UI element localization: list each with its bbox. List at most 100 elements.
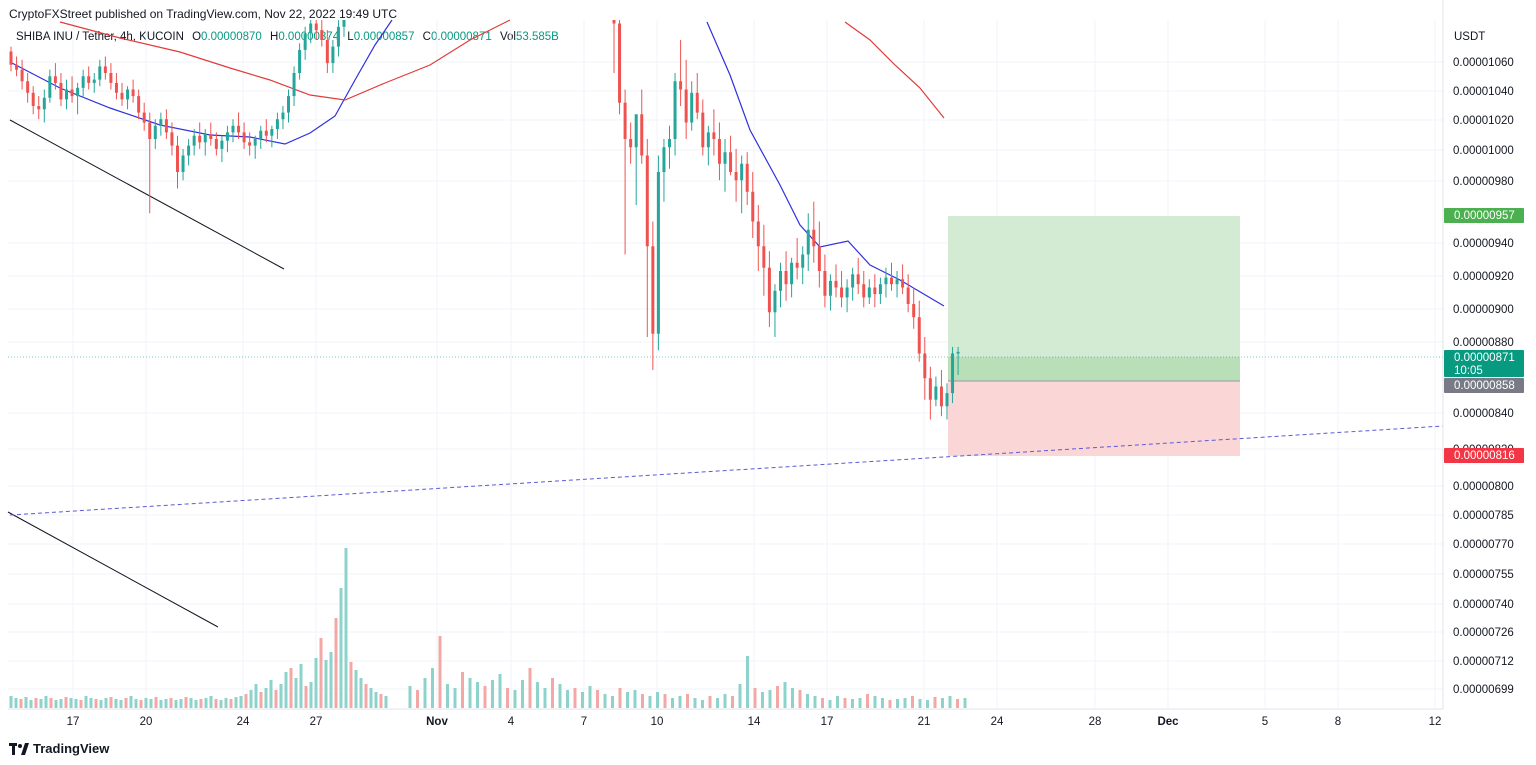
price-tick-label: 0.00000920: [1453, 271, 1514, 283]
trendline-lower: [7, 511, 219, 628]
candle-body: [840, 287, 844, 298]
candle-body: [701, 112, 705, 148]
tradingview-logo[interactable]: TradingView: [9, 741, 109, 756]
volume-bar: [189, 698, 193, 708]
open-value: 0.00000870: [201, 31, 262, 43]
volume-bar: [174, 700, 178, 708]
high-label: H: [270, 31, 279, 43]
time-tick-label: 10: [651, 716, 664, 728]
price-tick-label: 0.00001060: [1453, 57, 1514, 69]
volume-bar: [134, 699, 138, 708]
volume-bar: [224, 698, 228, 708]
candle-body: [951, 353, 955, 394]
candle-body: [618, 23, 622, 103]
volume-bar: [926, 700, 929, 708]
candle-body: [890, 277, 893, 285]
volume-bar: [249, 690, 253, 708]
price-tick-label: 0.00000699: [1453, 684, 1514, 696]
candle-body: [717, 139, 721, 164]
volume-bar: [881, 698, 884, 708]
volume-bar: [483, 686, 487, 708]
candle-body: [817, 246, 821, 271]
time-tick-label: 28: [1089, 716, 1102, 728]
candle-body: [801, 254, 805, 268]
time-axis[interactable]: 17 20 24 27 Nov 4 7 10 14 17 21 24 28 Dec 5 8 12: [8, 708, 1443, 728]
volume-bar: [219, 700, 223, 708]
volume-bar: [543, 688, 547, 708]
candle-body: [901, 279, 905, 288]
candle-body: [53, 76, 57, 83]
candle-body: [734, 172, 738, 181]
candle-body: [270, 129, 274, 136]
price-axis[interactable]: USDT 0.00001060 0.00001040 0.00001020 0.0000…: [1442, 0, 1514, 709]
volume-bar: [558, 684, 562, 708]
volume-bar: [828, 700, 832, 708]
volume-bar: [354, 670, 358, 708]
volume-bar: [581, 692, 584, 708]
volume-bar: [746, 656, 749, 708]
volume-bar: [956, 699, 959, 708]
volume-bar: [468, 678, 472, 708]
volume-bar: [39, 699, 43, 708]
entry-price-badge: [1444, 378, 1524, 393]
volume-bar: [603, 694, 607, 708]
volume-bar: [374, 692, 378, 708]
volume-bar: [269, 680, 273, 708]
candle-body: [906, 287, 910, 304]
volume-bar: [716, 698, 719, 708]
close-label: C: [422, 31, 431, 43]
candle-body: [745, 163, 749, 192]
support-line-dashed: [9, 425, 1444, 516]
candle-body: [928, 378, 932, 400]
volume-bar: [798, 690, 802, 708]
candle-body: [259, 130, 263, 139]
volume-bar: [99, 700, 103, 708]
candle-body: [275, 119, 279, 130]
candle-body: [26, 81, 30, 93]
target-price-badge: [1444, 208, 1524, 223]
volume-bar: [54, 700, 58, 708]
volume-bar: [329, 652, 333, 708]
price-tick-label: 0.00000740: [1453, 599, 1514, 611]
candle-body: [634, 114, 638, 148]
candle-body: [153, 125, 157, 139]
volume-bar: [64, 697, 68, 708]
candle-body: [851, 274, 855, 288]
time-tick-label: 20: [140, 716, 153, 728]
stop-zone: [948, 381, 1240, 456]
volume-bar: [791, 688, 794, 708]
volume-bar: [806, 694, 809, 708]
candle-body: [15, 64, 19, 70]
candle-body: [31, 92, 35, 106]
candle-body: [668, 139, 671, 148]
candle-body: [695, 92, 699, 113]
time-tick-label: 12: [1429, 716, 1442, 728]
volume-bar: [274, 690, 278, 708]
volume-bar: [194, 700, 198, 708]
candle-body: [939, 386, 943, 407]
candle-body: [148, 122, 152, 139]
time-tick-label: Dec: [1157, 716, 1179, 728]
volume-bar: [446, 684, 449, 708]
candle-body: [187, 145, 191, 156]
last-price-badge-countdown: 10:05: [1454, 365, 1483, 377]
volume-bar: [204, 698, 208, 708]
volume-bar: [588, 686, 592, 708]
volume-bar: [611, 696, 614, 708]
volume-bar: [9, 696, 13, 708]
candle-body: [845, 287, 849, 298]
volume-bar: [513, 690, 517, 708]
volume-bar: [29, 700, 33, 708]
candle-body: [181, 155, 185, 172]
candle-body: [784, 271, 788, 285]
candle-body: [640, 114, 644, 156]
volume-bar: [708, 696, 712, 708]
ma-slow-nov: [844, 21, 945, 119]
volume-bar: [753, 688, 757, 708]
unrealized-profit-zone: [948, 357, 1240, 381]
price-tick-label: 0.00000840: [1453, 408, 1514, 420]
symbol-title: SHIBA INU / Tether, 4h, KUCOIN: [16, 31, 184, 43]
volume-bar: [179, 699, 183, 708]
position-zones[interactable]: [948, 216, 1240, 456]
